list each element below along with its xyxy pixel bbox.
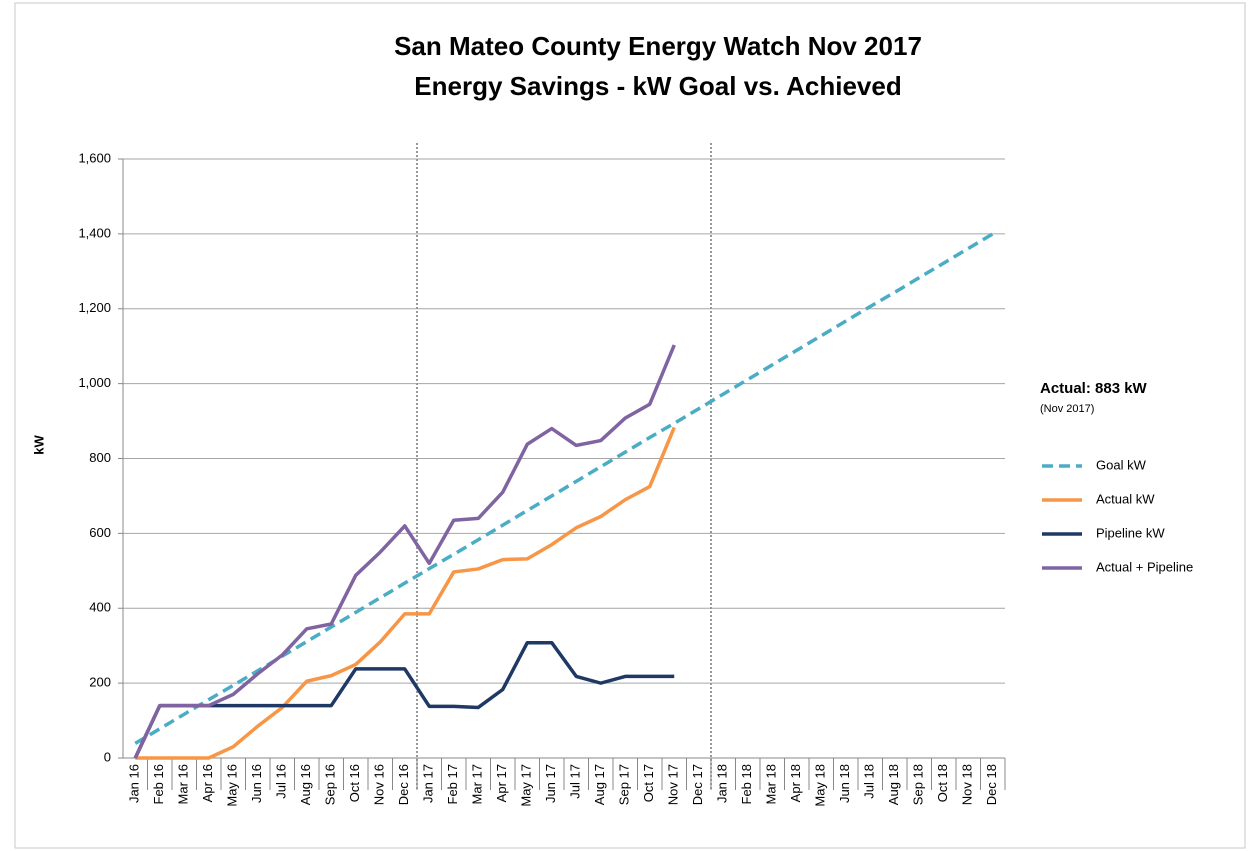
y-tick-label: 600 [89, 525, 111, 540]
x-tick-label: Aug 16 [298, 764, 313, 805]
y-tick-label: 0 [104, 749, 111, 764]
x-tick-label: Aug 18 [886, 764, 901, 805]
x-tick-label: Jan 17 [421, 764, 436, 803]
x-tick-label: Apr 16 [200, 764, 215, 802]
chart-title: San Mateo County Energy Watch Nov 2017 [394, 31, 922, 61]
annotation-note: (Nov 2017) [1040, 403, 1094, 415]
x-tick-label: Dec 16 [396, 764, 411, 805]
legend-label: Pipeline kW [1096, 525, 1165, 540]
x-tick-label: May 17 [519, 764, 534, 807]
x-tick-label: May 16 [225, 764, 240, 807]
x-tick-label: Sep 18 [911, 764, 926, 805]
x-tick-label: Oct 17 [641, 764, 656, 802]
y-tick-label: 400 [89, 600, 111, 615]
x-tick-label: Jun 18 [837, 764, 852, 803]
x-tick-label: Mar 17 [470, 764, 485, 804]
chart-frame [14, 2, 1246, 849]
x-tick-label: Jun 16 [249, 764, 264, 803]
x-tick-label: Feb 16 [151, 764, 166, 804]
x-tick-label: Aug 17 [592, 764, 607, 805]
x-tick-label: May 18 [813, 764, 828, 807]
x-tick-label: Nov 17 [666, 764, 681, 805]
x-tick-label: Sep 16 [323, 764, 338, 805]
y-tick-label: 1,200 [78, 300, 111, 315]
x-tick-label: Jan 18 [715, 764, 730, 803]
annotation: Actual: 883 kW [1040, 380, 1148, 397]
x-tick-label: Oct 16 [347, 764, 362, 802]
chart-subtitle: Energy Savings - kW Goal vs. Achieved [414, 71, 901, 101]
x-tick-label: Nov 18 [960, 764, 975, 805]
x-tick-label: Mar 16 [176, 764, 191, 804]
x-tick-label: Feb 17 [445, 764, 460, 804]
x-tick-label: Jul 17 [568, 764, 583, 799]
legend-label: Goal kW [1096, 457, 1147, 472]
y-axis-label: kW [31, 435, 46, 455]
y-tick-label: 1,400 [78, 225, 111, 240]
x-tick-label: Dec 18 [984, 764, 999, 805]
x-tick-label: Jan 16 [127, 764, 142, 803]
x-tick-label: Mar 18 [764, 764, 779, 804]
y-tick-label: 1,000 [78, 375, 111, 390]
y-tick-label: 200 [89, 675, 111, 690]
y-tick-label: 1,600 [78, 150, 111, 165]
x-tick-label: Jul 16 [274, 764, 289, 799]
series-line [133, 344, 676, 759]
series-line [133, 640, 675, 759]
x-tick-label: Sep 17 [617, 764, 632, 805]
legend-label: Actual kW [1096, 491, 1155, 506]
x-tick-label: Jun 17 [543, 764, 558, 803]
legend-label: Actual + Pipeline [1096, 559, 1193, 574]
x-tick-label: Apr 17 [494, 764, 509, 802]
series-line [135, 426, 676, 760]
x-tick-label: Dec 17 [690, 764, 705, 805]
x-tick-label: Jul 18 [862, 764, 877, 799]
series-line [134, 232, 994, 745]
y-tick-label: 800 [89, 450, 111, 465]
x-tick-label: Apr 18 [788, 764, 803, 802]
x-tick-label: Nov 16 [372, 764, 387, 805]
x-tick-label: Oct 18 [935, 764, 950, 802]
x-tick-label: Feb 18 [739, 764, 754, 804]
